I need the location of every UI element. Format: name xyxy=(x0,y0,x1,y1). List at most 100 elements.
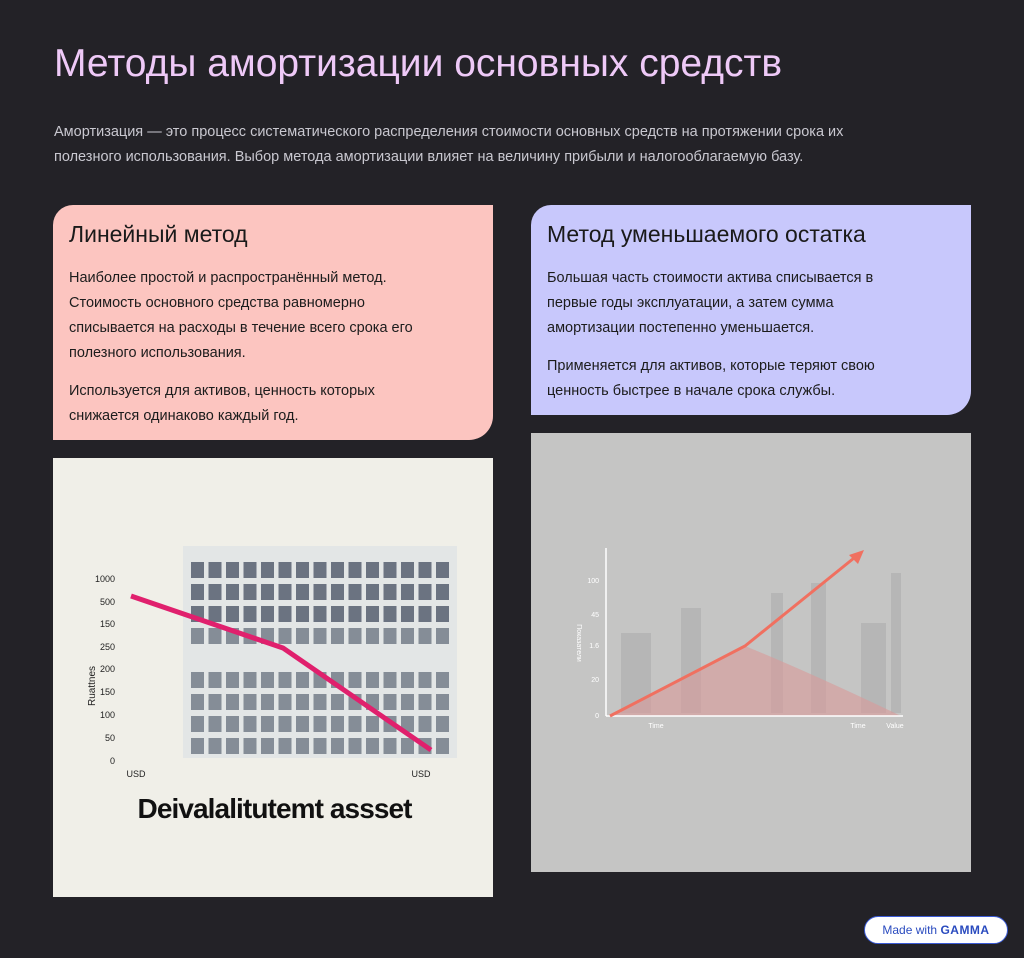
window xyxy=(243,694,257,710)
intro-line: Амортизация — это процесс систематическо… xyxy=(54,124,844,140)
card-line: Наиболее простой и распространённый мето… xyxy=(69,270,387,286)
window xyxy=(261,694,274,710)
window xyxy=(313,738,327,754)
card-line: Используется для активов, ценность котор… xyxy=(69,383,375,399)
window xyxy=(436,672,449,688)
window xyxy=(191,628,204,644)
window xyxy=(296,584,309,600)
caption: Deivalalitutemt assset xyxy=(138,793,413,824)
y-label: 250 xyxy=(100,642,115,652)
window xyxy=(208,672,222,688)
window xyxy=(348,562,362,578)
y-label: 1.6 xyxy=(589,643,599,650)
window xyxy=(208,606,222,622)
window xyxy=(261,672,274,688)
window xyxy=(313,628,327,644)
badge-brand: GAMMA xyxy=(940,923,990,937)
window xyxy=(296,562,309,578)
window xyxy=(278,672,292,688)
card-line: списывается на расходы в течение всего с… xyxy=(69,320,413,336)
y-label: 20 xyxy=(591,677,599,684)
window xyxy=(348,628,362,644)
window xyxy=(296,628,309,644)
window xyxy=(296,672,309,688)
window xyxy=(243,562,257,578)
badge-prefix: Made with xyxy=(882,923,938,937)
window xyxy=(208,628,222,644)
window xyxy=(278,562,292,578)
window xyxy=(401,716,414,732)
window xyxy=(331,606,344,622)
window xyxy=(296,694,309,710)
window xyxy=(383,562,397,578)
axis-label: Ruattnes xyxy=(87,666,98,706)
window xyxy=(401,738,414,754)
x-label: Value xyxy=(886,723,903,730)
card: Метод уменьшаемого остатка Большая часть … xyxy=(531,205,971,415)
window xyxy=(261,716,274,732)
window xyxy=(401,584,414,600)
window xyxy=(348,738,362,754)
window xyxy=(331,562,344,578)
window xyxy=(366,606,379,622)
window xyxy=(331,738,344,754)
badge[interactable]: Made with GAMMA xyxy=(864,916,1008,944)
y-label: 150 xyxy=(100,619,115,629)
window xyxy=(418,584,432,600)
y-label: 45 xyxy=(591,612,599,619)
card-line: полезного использования. xyxy=(69,345,246,361)
window xyxy=(296,716,309,732)
window xyxy=(261,562,274,578)
card-paragraph: Большая часть стоимости актива списывает… xyxy=(547,266,955,341)
window xyxy=(208,738,222,754)
y-label: 100 xyxy=(587,578,599,585)
window xyxy=(191,716,204,732)
window xyxy=(418,716,432,732)
window xyxy=(331,716,344,732)
window xyxy=(383,584,397,600)
window xyxy=(191,584,204,600)
x-label: Time xyxy=(850,723,865,730)
window xyxy=(436,562,449,578)
card-line: Стоимость основного средства равномерно xyxy=(69,295,365,311)
y-label: 500 xyxy=(100,597,115,607)
window xyxy=(436,738,449,754)
window xyxy=(331,584,344,600)
window xyxy=(401,672,414,688)
window xyxy=(348,584,362,600)
x-label: Time xyxy=(648,723,663,730)
card-paragraph: Применяется для активов, которые теряют … xyxy=(547,354,955,404)
window xyxy=(243,672,257,688)
window xyxy=(243,738,257,754)
window xyxy=(331,694,344,710)
y-label: 100 xyxy=(100,710,115,720)
window xyxy=(191,672,204,688)
image-declining: 100 45 1.6 20 0 Показатели Time Time Value xyxy=(531,433,971,872)
y-label: 1000 xyxy=(95,574,115,584)
window xyxy=(261,584,274,600)
window xyxy=(191,738,204,754)
window xyxy=(418,628,432,644)
card-title: Метод уменьшаемого остатка xyxy=(547,221,866,247)
window xyxy=(366,672,379,688)
window xyxy=(418,606,432,622)
window xyxy=(383,672,397,688)
window xyxy=(278,694,292,710)
card-line: снижается одинаково каждый год. xyxy=(69,408,299,424)
window xyxy=(366,716,379,732)
window xyxy=(331,628,344,644)
x-label: USD xyxy=(411,769,431,779)
card-line: амортизации постепенно уменьшается. xyxy=(547,320,815,336)
window xyxy=(296,738,309,754)
axis-label: Показатели xyxy=(575,624,582,662)
title: Методы амортизации основных средств xyxy=(54,42,783,85)
window xyxy=(278,738,292,754)
card-paragraph: Используется для активов, ценность котор… xyxy=(69,379,477,429)
window xyxy=(261,606,274,622)
window xyxy=(401,606,414,622)
window xyxy=(401,628,414,644)
window xyxy=(191,562,204,578)
window xyxy=(348,606,362,622)
window xyxy=(208,562,222,578)
